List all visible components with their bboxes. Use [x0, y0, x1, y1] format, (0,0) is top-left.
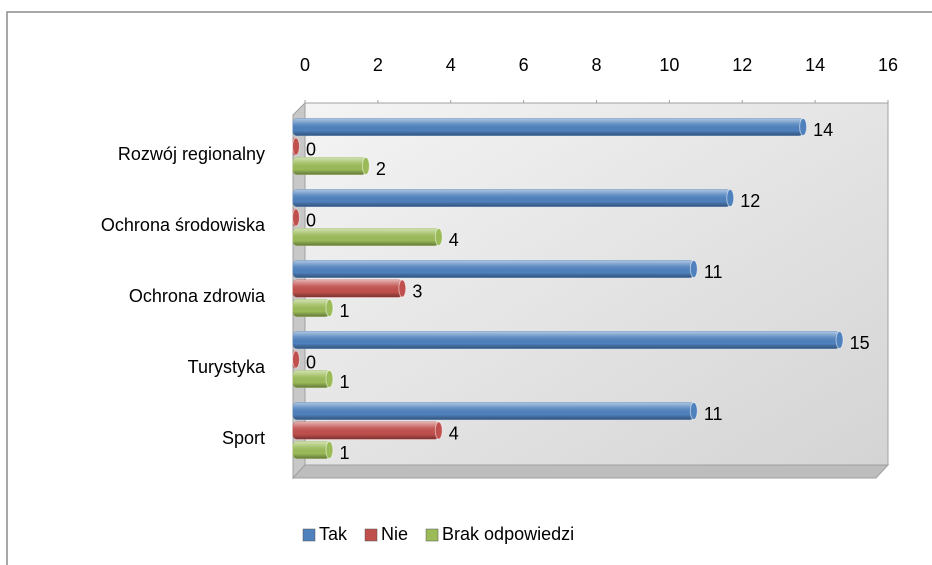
bar-shine: [293, 422, 439, 439]
x-tick-label: 8: [591, 55, 601, 75]
bar-shine: [293, 118, 804, 136]
bar-cap: [434, 421, 443, 440]
bar-cap: [726, 189, 735, 207]
x-tick-label: 12: [732, 55, 752, 75]
y-tick-label: Turystyka: [188, 357, 266, 377]
bar-shine: [293, 370, 330, 388]
bar-shine: [293, 157, 366, 175]
value-label: 1: [339, 301, 349, 321]
bar-shine: [293, 228, 439, 246]
value-label: 15: [850, 333, 870, 353]
bar-shine: [293, 331, 840, 349]
legend-swatch: [425, 528, 439, 542]
x-tick-label: 16: [878, 55, 898, 75]
bar-cap: [325, 299, 334, 317]
y-tick-label: Ochrona zdrowia: [129, 286, 266, 306]
y-tick-label: Sport: [222, 428, 265, 448]
value-label: 4: [449, 423, 459, 443]
x-tick-label: 2: [373, 55, 383, 75]
value-label: 1: [339, 443, 349, 463]
chart-border: [6, 11, 932, 565]
value-label: 11: [704, 404, 723, 424]
x-tick-label: 4: [446, 55, 456, 75]
x-tick-label: 0: [300, 55, 310, 75]
bar-cap: [689, 402, 698, 420]
bar-shine: [293, 260, 694, 278]
value-label: 14: [813, 120, 833, 140]
legend-label: Nie: [381, 524, 408, 544]
legend-label: Tak: [319, 524, 348, 544]
bar-shine: [293, 299, 330, 317]
legend-swatch: [302, 528, 316, 542]
value-label: 4: [449, 230, 459, 250]
y-tick-label: Ochrona środowiska: [101, 215, 266, 235]
bar-cap: [292, 208, 300, 227]
bar-cap: [689, 260, 698, 278]
bar-cap: [361, 157, 370, 175]
value-label: 2: [376, 159, 386, 179]
x-tick-label: 14: [805, 55, 825, 75]
bar-shine: [293, 402, 694, 420]
value-label: 1: [339, 372, 349, 392]
value-label: 12: [740, 191, 760, 211]
x-tick-label: 6: [519, 55, 529, 75]
bar-shine: [293, 441, 330, 459]
floor: [291, 464, 890, 479]
bar-cap: [292, 350, 300, 369]
bar-cap: [325, 370, 334, 388]
value-label: 0: [306, 210, 316, 230]
y-tick-label: Rozwój regionalny: [118, 144, 265, 164]
x-tick-label: 10: [659, 55, 679, 75]
bar-shine: [293, 280, 403, 297]
legend-label: Brak odpowiedzi: [442, 524, 574, 544]
value-label: 0: [306, 139, 316, 159]
bar-cap: [292, 137, 300, 156]
bar-shine: [293, 189, 731, 207]
bar-cap: [325, 441, 334, 459]
bar-cap: [398, 279, 407, 298]
value-label: 11: [704, 262, 723, 282]
bar-cap: [434, 228, 443, 246]
legend-swatch: [364, 528, 378, 542]
value-label: 0: [306, 352, 316, 372]
value-label: 3: [412, 281, 422, 301]
bar-cap: [799, 118, 808, 136]
bar-cap: [835, 331, 844, 349]
